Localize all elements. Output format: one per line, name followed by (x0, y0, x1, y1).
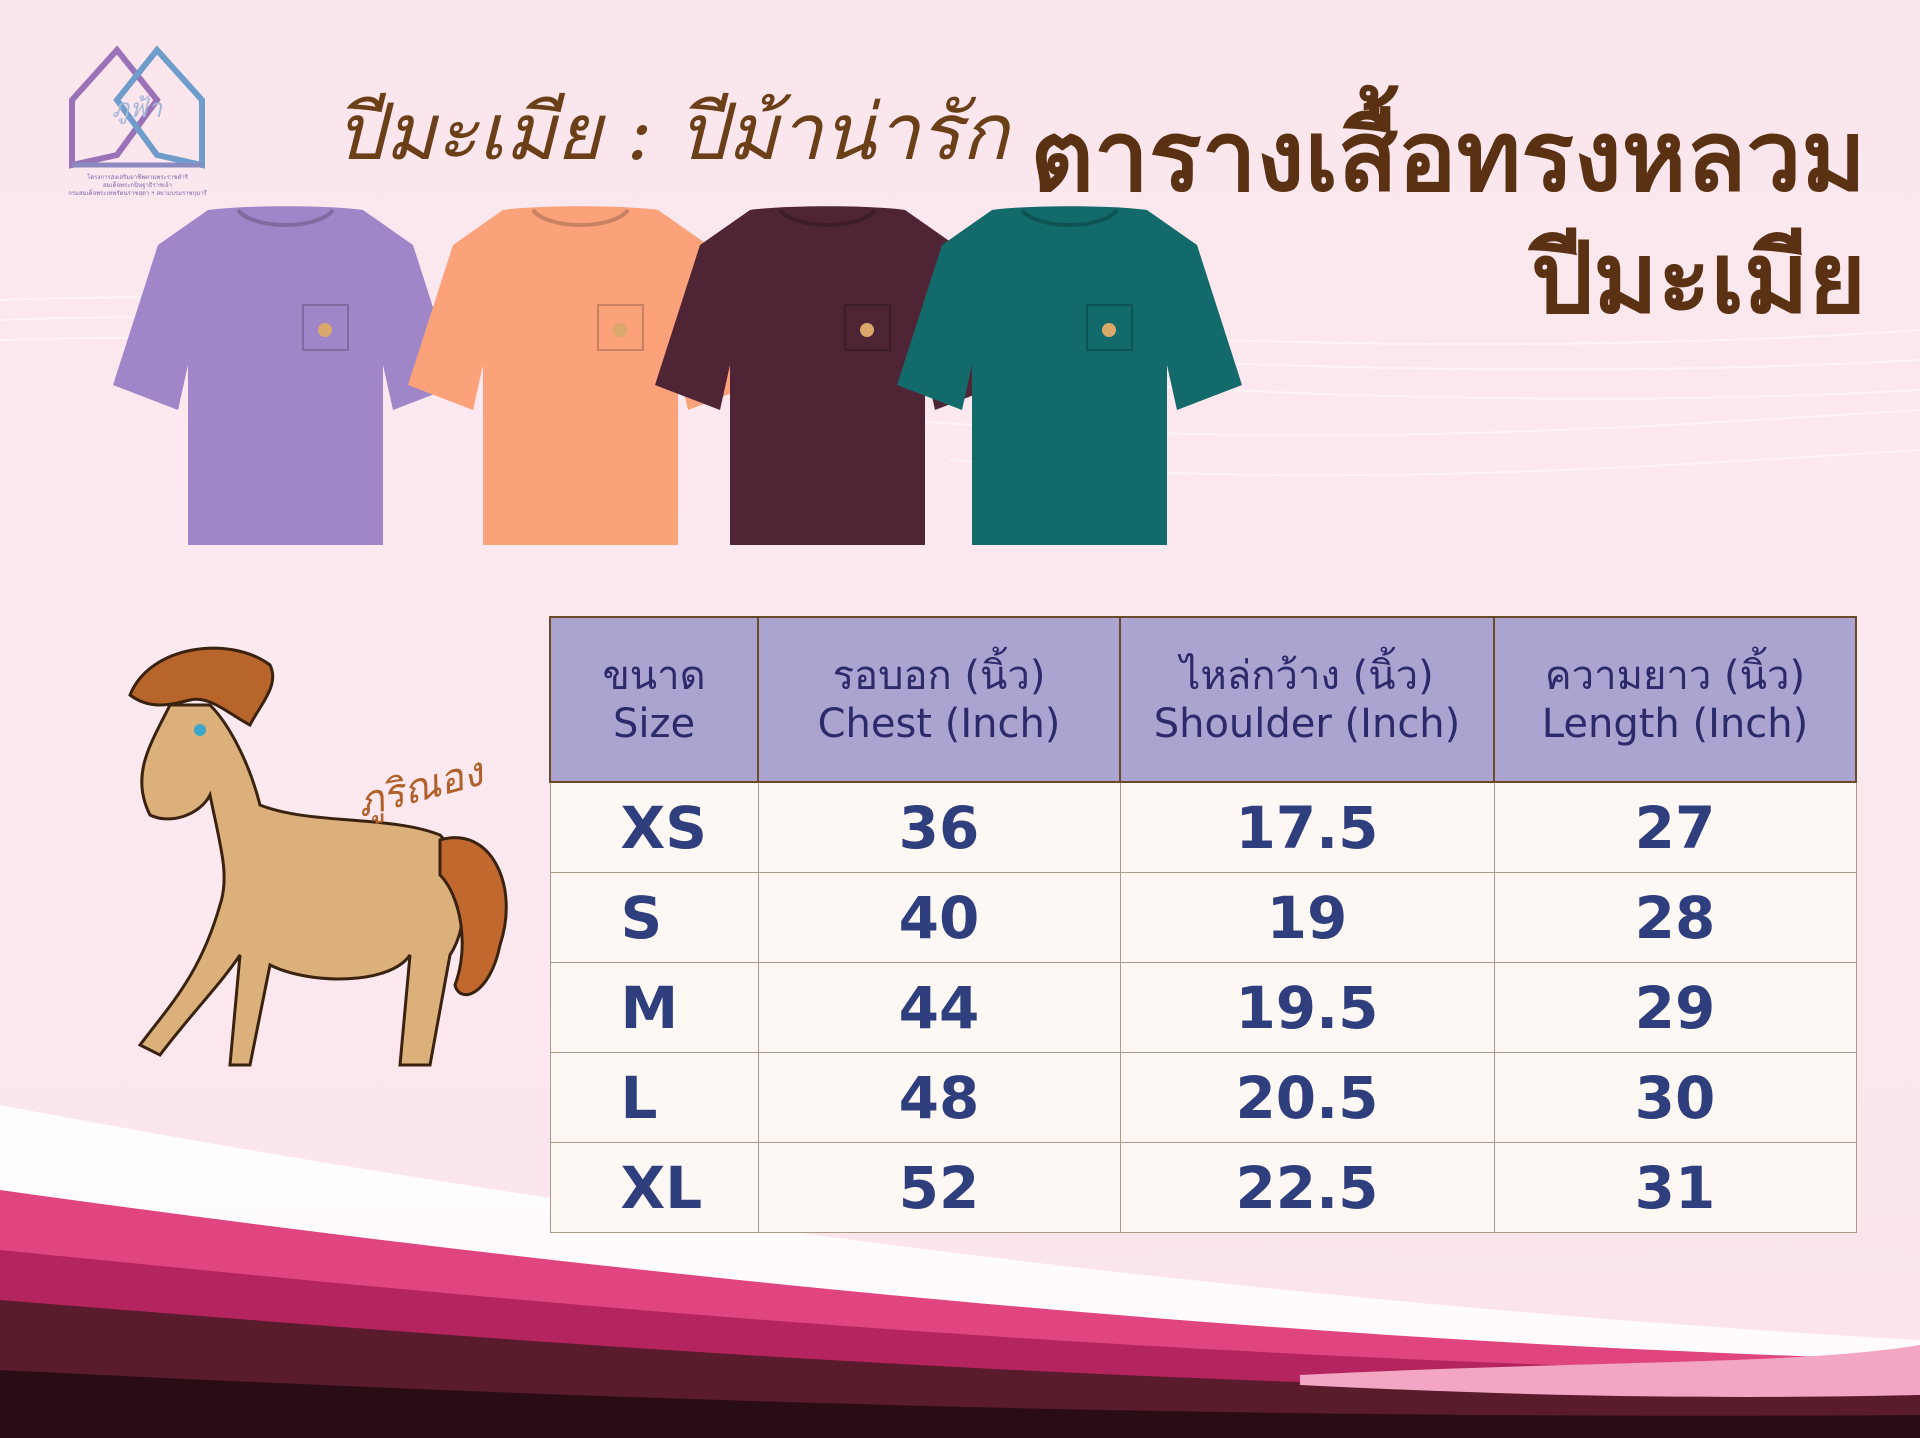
page-title-year: ปีมะเมีย (1531, 223, 1866, 333)
cell-size: S (549, 872, 759, 963)
cell-length: 31 (1493, 1142, 1857, 1233)
cell-length: 28 (1493, 872, 1857, 963)
header-english: Length (Inch) (1541, 700, 1809, 747)
header-thai: ไหล่กว้าง (นิ้ว) (1180, 652, 1434, 699)
header-english: Chest (Inch) (817, 700, 1061, 747)
tshirt-purple (113, 206, 458, 545)
cell-chest: 52 (757, 1142, 1121, 1233)
table-row: M 44 19.5 29 (549, 962, 1857, 1053)
cell-chest: 44 (757, 962, 1121, 1053)
header-english: Size (612, 700, 696, 747)
horse-mascot-illustration (128, 646, 508, 1067)
handwritten-subtitle: ปีมะเมีย : ปีม้าน่ารัก (335, 88, 1009, 178)
tshirt-teal (897, 206, 1242, 545)
cell-size: M (549, 962, 759, 1053)
cell-shoulder: 17.5 (1119, 781, 1495, 873)
cell-shoulder: 19.5 (1119, 962, 1495, 1053)
cell-shoulder: 19 (1119, 872, 1495, 963)
logo-caption-line: กรมสมเด็จพระเทพรัตนราชสุดา ฯ สยามบรมราชก… (68, 190, 207, 197)
header-english: Shoulder (Inch) (1153, 700, 1461, 747)
table-row: S 40 19 28 (549, 872, 1857, 963)
table-row: XL 52 22.5 31 (549, 1142, 1857, 1233)
logo: ภูฟ้า (69, 45, 205, 169)
column-header-length: ความยาว (นิ้ว) Length (Inch) (1493, 616, 1857, 783)
cell-size: XL (549, 1142, 759, 1233)
cell-length: 29 (1493, 962, 1857, 1053)
header-thai: ความยาว (นิ้ว) (1544, 652, 1806, 699)
size-table: ขนาด Size รอบอก (นิ้ว) Chest (Inch) ไหล่กว… (549, 616, 1857, 1233)
cell-chest: 40 (757, 872, 1121, 963)
cell-shoulder: 20.5 (1119, 1052, 1495, 1143)
cell-chest: 36 (757, 781, 1121, 873)
tshirt-maroon (655, 206, 1000, 545)
column-header-shoulder: ไหล่กว้าง (นิ้ว) Shoulder (Inch) (1119, 616, 1495, 783)
cell-chest: 48 (757, 1052, 1121, 1143)
logo-caption-line: โครงการส่งเสริมอาชีพตามพระราชดำริ (87, 174, 188, 181)
logo-caption: โครงการส่งเสริมอาชีพตามพระราชดำริ สมเด็จ… (55, 174, 220, 198)
logo-mark-text: ภูฟ้า (112, 94, 164, 124)
header-thai: ขนาด (602, 652, 706, 699)
table-row: XS 36 17.5 27 (549, 781, 1857, 873)
cell-size: XS (549, 781, 759, 873)
page-title: ตารางเสื้อทรงหลวม (1030, 101, 1866, 211)
cell-length: 30 (1493, 1052, 1857, 1143)
column-header-chest: รอบอก (นิ้ว) Chest (Inch) (757, 616, 1121, 783)
cell-shoulder: 22.5 (1119, 1142, 1495, 1233)
column-header-size: ขนาด Size (549, 616, 759, 783)
header-thai: รอบอก (นิ้ว) (832, 652, 1046, 699)
cell-size: L (549, 1052, 759, 1143)
cell-length: 27 (1493, 781, 1857, 873)
table-row: L 48 20.5 30 (549, 1052, 1857, 1143)
table-header-row: ขนาด Size รอบอก (นิ้ว) Chest (Inch) ไหล่กว… (549, 616, 1857, 783)
tshirt-orange (408, 206, 753, 545)
logo-caption-line: สมเด็จพระกนิษฐาธิราชเจ้า (102, 182, 173, 189)
